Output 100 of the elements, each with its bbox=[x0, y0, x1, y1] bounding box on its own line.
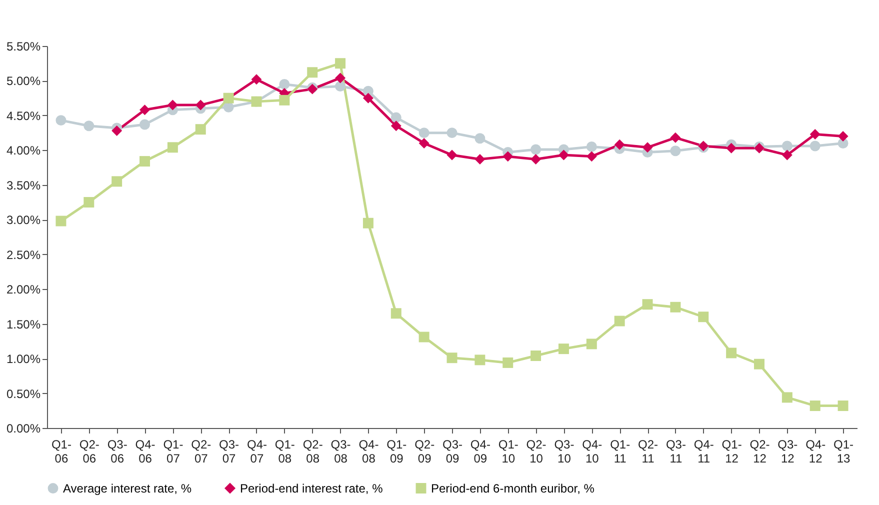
point bbox=[642, 299, 653, 310]
point bbox=[810, 140, 820, 152]
point bbox=[782, 140, 792, 152]
point bbox=[558, 150, 569, 160]
y-tick-label: 2.50% bbox=[6, 248, 41, 262]
point bbox=[530, 350, 542, 362]
point bbox=[670, 146, 681, 156]
point bbox=[586, 151, 597, 162]
point bbox=[698, 312, 709, 322]
y-tick-label: 4.00% bbox=[6, 144, 41, 158]
x-tick-label: Q4-07 bbox=[246, 438, 267, 466]
x-tick-label: Q1-13 bbox=[834, 438, 854, 466]
point bbox=[418, 332, 430, 342]
point bbox=[390, 112, 402, 123]
point bbox=[502, 357, 514, 368]
point bbox=[754, 358, 764, 370]
y-tick-label: 5.50% bbox=[6, 40, 41, 54]
point bbox=[558, 344, 569, 354]
y-tick-label: 1.50% bbox=[6, 317, 41, 332]
x-tick-label: Q1-11 bbox=[610, 438, 630, 466]
x-tick-label: Q2-11 bbox=[638, 438, 658, 466]
x-tick-label: Q3-09 bbox=[442, 438, 463, 466]
point bbox=[446, 128, 458, 138]
x-tick-label: Q4-06 bbox=[135, 438, 156, 466]
x-tick-label: Q3-11 bbox=[666, 438, 686, 466]
x-tick-label: Q4-11 bbox=[694, 438, 714, 466]
x-tick-label: Q2-06 bbox=[79, 438, 100, 466]
point bbox=[84, 197, 94, 208]
point bbox=[670, 302, 681, 312]
y-tick-label: 5.00% bbox=[6, 74, 41, 88]
y-tick-label: 4.50% bbox=[6, 108, 41, 123]
y-tick-label: 3.00% bbox=[6, 213, 41, 228]
point bbox=[586, 338, 597, 350]
point bbox=[670, 132, 681, 143]
point bbox=[112, 125, 122, 136]
point bbox=[810, 128, 820, 140]
point bbox=[167, 142, 178, 153]
point bbox=[446, 352, 458, 364]
point bbox=[390, 120, 402, 132]
point bbox=[446, 150, 458, 160]
point bbox=[56, 216, 66, 226]
x-tick-label: Q2-12 bbox=[750, 438, 770, 466]
point bbox=[335, 81, 346, 92]
point bbox=[530, 154, 542, 164]
x-tick-label: Q2-09 bbox=[414, 438, 435, 466]
y-tick-label: 0.50% bbox=[6, 386, 41, 401]
point bbox=[726, 348, 737, 358]
point bbox=[279, 78, 290, 90]
x-tick-label: Q1-07 bbox=[163, 438, 184, 466]
point bbox=[195, 100, 206, 110]
point bbox=[418, 128, 430, 138]
point bbox=[614, 316, 625, 326]
point bbox=[782, 150, 792, 160]
x-tick-label: Q4-12 bbox=[806, 438, 826, 466]
point bbox=[810, 400, 820, 412]
point bbox=[586, 141, 597, 152]
legend-label: Period-end 6-month euribor, % bbox=[431, 481, 595, 496]
point bbox=[140, 119, 150, 130]
point bbox=[362, 218, 374, 228]
x-tick-label: Q2-10 bbox=[526, 438, 546, 466]
y-tick-label: 1.00% bbox=[6, 352, 41, 366]
x-tick-label: Q2-08 bbox=[302, 438, 323, 466]
x-tick-label: Q1-08 bbox=[274, 438, 295, 466]
point bbox=[362, 92, 374, 104]
point bbox=[195, 124, 206, 135]
x-tick-label: Q4-10 bbox=[582, 438, 602, 466]
point bbox=[84, 120, 94, 132]
point bbox=[335, 58, 346, 69]
point bbox=[140, 104, 150, 116]
x-tick-label: Q3-07 bbox=[219, 438, 240, 466]
point bbox=[614, 139, 625, 150]
point bbox=[112, 176, 122, 187]
point bbox=[474, 133, 486, 144]
x-tick-label: Q3-10 bbox=[554, 438, 574, 466]
y-tick-label: 0.00% bbox=[6, 422, 41, 436]
x-tick-label: Q4-08 bbox=[358, 438, 379, 466]
point bbox=[279, 94, 290, 106]
point bbox=[335, 72, 346, 84]
point bbox=[167, 100, 178, 110]
x-tick-label: Q3-12 bbox=[778, 438, 798, 466]
point bbox=[307, 67, 318, 78]
x-tick-label: Q1-10 bbox=[498, 438, 518, 466]
x-tick-label: Q1-09 bbox=[386, 438, 407, 466]
point bbox=[502, 151, 514, 162]
point bbox=[140, 156, 150, 167]
point bbox=[418, 138, 430, 148]
point bbox=[530, 144, 542, 155]
legend-label: Period-end interest rate, % bbox=[240, 481, 384, 496]
point bbox=[474, 354, 486, 366]
y-tick-label: 3.50% bbox=[6, 178, 41, 192]
point bbox=[838, 131, 848, 142]
x-tick-label: Q3-08 bbox=[330, 438, 351, 466]
x-tick-label: Q4-09 bbox=[470, 438, 490, 466]
x-tick-label: Q2-07 bbox=[191, 438, 212, 466]
point bbox=[56, 115, 66, 126]
point bbox=[838, 400, 848, 412]
x-tick-label: Q3-06 bbox=[107, 438, 128, 466]
point bbox=[390, 308, 402, 319]
point bbox=[251, 74, 262, 85]
y-tick-label: 2.00% bbox=[6, 282, 41, 297]
